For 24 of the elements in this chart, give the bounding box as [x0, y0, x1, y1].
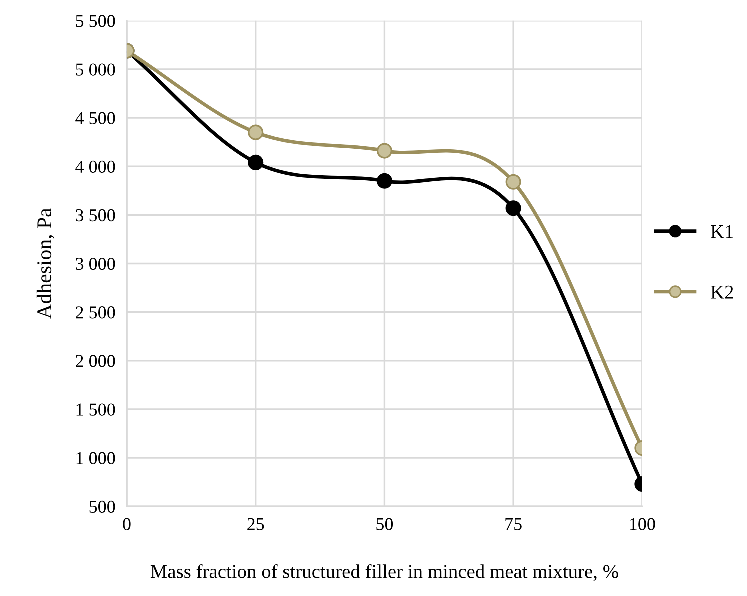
x-tick-label: 50	[376, 518, 394, 530]
x-tick-label: 75	[506, 518, 522, 530]
y-tick-label: 1 000	[76, 452, 116, 464]
x-axis-title: Mass fraction of structured filler in minced meat mixture, %	[150, 564, 618, 582]
y-tick-label: 2 000	[76, 355, 116, 368]
point	[376, 173, 392, 189]
y-tick-label: 4 000	[76, 160, 116, 174]
y-axis-title: Adhesion, Pa	[36, 208, 55, 320]
y-tick-label: 4 500	[76, 112, 116, 124]
y-tick-label: 2 500	[76, 306, 116, 319]
legend-label: K1	[711, 225, 734, 238]
y-tick-label: 5 500	[76, 15, 116, 28]
point	[248, 124, 264, 140]
point	[376, 143, 392, 159]
y-tick-label: 500	[90, 500, 116, 514]
y-tick-label: 1 500	[76, 404, 116, 416]
y-tick-label: 3 000	[76, 258, 116, 270]
x-tick-label: 25	[248, 518, 264, 530]
x-tick-label: 100	[630, 518, 656, 530]
point	[248, 154, 264, 170]
y-tick-label: 3 500	[76, 209, 116, 222]
x-tick-label: 0	[123, 518, 131, 530]
y-tick-label: 5 000	[76, 64, 116, 76]
legend-label: K2	[711, 286, 734, 299]
